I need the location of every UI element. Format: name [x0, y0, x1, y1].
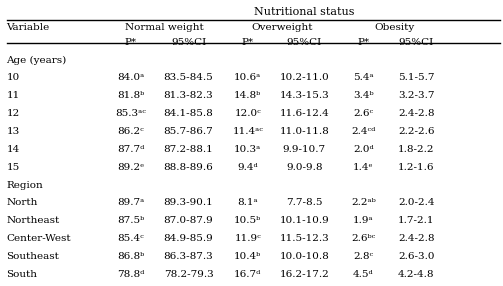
Text: Northeast: Northeast	[7, 216, 60, 225]
Text: 84.0ᵃ: 84.0ᵃ	[117, 73, 144, 82]
Text: 2.6-3.0: 2.6-3.0	[398, 252, 435, 261]
Text: 9.4ᵈ: 9.4ᵈ	[237, 163, 258, 172]
Text: 11.9ᶜ: 11.9ᶜ	[234, 234, 261, 243]
Text: 10.0-10.8: 10.0-10.8	[280, 252, 329, 261]
Text: 11.4ᵃᶜ: 11.4ᵃᶜ	[232, 127, 263, 136]
Text: 81.3-82.3: 81.3-82.3	[164, 91, 213, 100]
Text: 1.9ᵃ: 1.9ᵃ	[353, 216, 374, 225]
Text: 1.4ᵉ: 1.4ᵉ	[353, 163, 374, 172]
Text: 10.3ᵃ: 10.3ᵃ	[234, 145, 262, 154]
Text: 2.6ᵇᶜ: 2.6ᵇᶜ	[351, 234, 376, 243]
Text: 87.5ᵇ: 87.5ᵇ	[117, 216, 144, 225]
Text: 2.2-2.6: 2.2-2.6	[398, 127, 435, 136]
Text: 2.2ᵃᵇ: 2.2ᵃᵇ	[351, 198, 376, 207]
Text: 10.5ᵇ: 10.5ᵇ	[234, 216, 262, 225]
Text: 87.0-87.9: 87.0-87.9	[164, 216, 213, 225]
Text: 13: 13	[7, 127, 20, 136]
Text: 11.0-11.8: 11.0-11.8	[280, 127, 329, 136]
Text: 85.7-86.7: 85.7-86.7	[164, 127, 213, 136]
Text: Center-West: Center-West	[7, 234, 71, 243]
Text: Southeast: Southeast	[7, 252, 59, 261]
Text: 2.4-2.8: 2.4-2.8	[398, 109, 435, 118]
Text: 10.6ᵃ: 10.6ᵃ	[234, 73, 262, 82]
Text: 86.2ᶜ: 86.2ᶜ	[117, 127, 144, 136]
Text: 7.7-8.5: 7.7-8.5	[286, 198, 322, 207]
Text: 95%CI: 95%CI	[287, 37, 322, 47]
Text: Obesity: Obesity	[375, 23, 415, 32]
Text: 5.4ᵃ: 5.4ᵃ	[353, 73, 374, 82]
Text: South: South	[7, 270, 38, 279]
Text: 3.2-3.7: 3.2-3.7	[398, 91, 435, 100]
Text: 89.7ᵃ: 89.7ᵃ	[117, 198, 144, 207]
Text: 1.2-1.6: 1.2-1.6	[398, 163, 435, 172]
Text: 2.4ᶜᵈ: 2.4ᶜᵈ	[351, 127, 376, 136]
Text: 10.2-11.0: 10.2-11.0	[280, 73, 329, 82]
Text: P*: P*	[242, 37, 254, 47]
Text: 83.5-84.5: 83.5-84.5	[164, 73, 213, 82]
Text: 78.8ᵈ: 78.8ᵈ	[117, 270, 144, 279]
Text: 14.8ᵇ: 14.8ᵇ	[234, 91, 262, 100]
Text: 16.2-17.2: 16.2-17.2	[280, 270, 329, 279]
Text: 89.2ᵉ: 89.2ᵉ	[117, 163, 144, 172]
Text: 9.9-10.7: 9.9-10.7	[283, 145, 326, 154]
Text: 10.4ᵇ: 10.4ᵇ	[234, 252, 262, 261]
Text: Region: Region	[7, 180, 43, 190]
Text: 1.8-2.2: 1.8-2.2	[398, 145, 435, 154]
Text: 89.3-90.1: 89.3-90.1	[164, 198, 213, 207]
Text: Nutritional status: Nutritional status	[254, 7, 355, 17]
Text: 12: 12	[7, 109, 20, 118]
Text: 86.3-87.3: 86.3-87.3	[164, 252, 213, 261]
Text: 11.5-12.3: 11.5-12.3	[280, 234, 329, 243]
Text: Overweight: Overweight	[251, 23, 312, 32]
Text: Variable: Variable	[7, 23, 50, 32]
Text: 84.9-85.9: 84.9-85.9	[164, 234, 213, 243]
Text: 95%CI: 95%CI	[398, 37, 434, 47]
Text: 2.4-2.8: 2.4-2.8	[398, 234, 435, 243]
Text: North: North	[7, 198, 38, 207]
Text: 5.1-5.7: 5.1-5.7	[398, 73, 435, 82]
Text: 10.1-10.9: 10.1-10.9	[280, 216, 329, 225]
Text: 88.8-89.6: 88.8-89.6	[164, 163, 213, 172]
Text: 85.3ᵃᶜ: 85.3ᵃᶜ	[115, 109, 146, 118]
Text: 15: 15	[7, 163, 20, 172]
Text: 87.2-88.1: 87.2-88.1	[164, 145, 213, 154]
Text: 2.0ᵈ: 2.0ᵈ	[353, 145, 374, 154]
Text: Normal weight: Normal weight	[125, 23, 204, 32]
Text: 1.7-2.1: 1.7-2.1	[398, 216, 435, 225]
Text: 3.4ᵇ: 3.4ᵇ	[353, 91, 374, 100]
Text: 85.4ᶜ: 85.4ᶜ	[117, 234, 144, 243]
Text: 12.0ᶜ: 12.0ᶜ	[234, 109, 261, 118]
Text: 11.6-12.4: 11.6-12.4	[280, 109, 329, 118]
Text: 81.8ᵇ: 81.8ᵇ	[117, 91, 144, 100]
Text: 87.7ᵈ: 87.7ᵈ	[117, 145, 144, 154]
Text: 11: 11	[7, 91, 20, 100]
Text: 14.3-15.3: 14.3-15.3	[280, 91, 329, 100]
Text: 9.0-9.8: 9.0-9.8	[286, 163, 322, 172]
Text: 2.6ᶜ: 2.6ᶜ	[353, 109, 374, 118]
Text: 86.8ᵇ: 86.8ᵇ	[117, 252, 144, 261]
Text: 78.2-79.3: 78.2-79.3	[164, 270, 213, 279]
Text: 4.2-4.8: 4.2-4.8	[398, 270, 435, 279]
Text: P*: P*	[125, 37, 137, 47]
Text: 4.5ᵈ: 4.5ᵈ	[353, 270, 374, 279]
Text: 8.1ᵃ: 8.1ᵃ	[237, 198, 258, 207]
Text: 2.0-2.4: 2.0-2.4	[398, 198, 435, 207]
Text: 16.7ᵈ: 16.7ᵈ	[234, 270, 262, 279]
Text: Age (years): Age (years)	[7, 55, 67, 65]
Text: 95%CI: 95%CI	[171, 37, 206, 47]
Text: P*: P*	[358, 37, 369, 47]
Text: 14: 14	[7, 145, 20, 154]
Text: 84.1-85.8: 84.1-85.8	[164, 109, 213, 118]
Text: 10: 10	[7, 73, 20, 82]
Text: 2.8ᶜ: 2.8ᶜ	[353, 252, 374, 261]
